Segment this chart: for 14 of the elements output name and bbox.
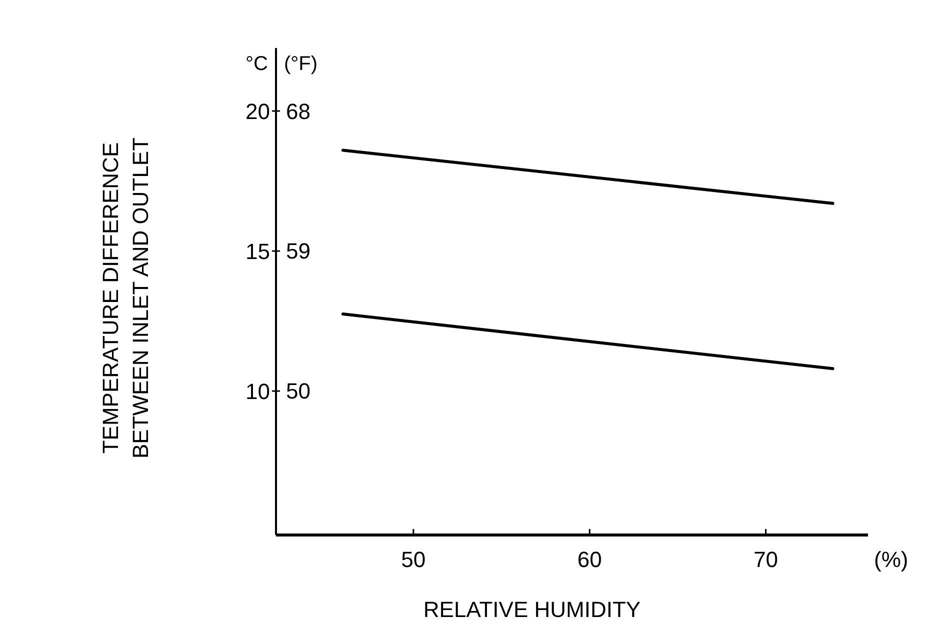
y-tick-label: 20 <box>246 99 270 124</box>
y-axis-title: TEMPERATURE DIFFERENCE BETWEEN INLET AND OUTLET <box>98 137 153 459</box>
x-tick-label: 70 <box>754 547 778 572</box>
y2-tick-label: 59 <box>286 238 310 264</box>
y2-tick-label: 68 <box>286 98 310 124</box>
y2-axis-title: (°F) <box>284 53 318 75</box>
x-tick-label: 50 <box>401 547 426 572</box>
x-axis-title: RELATIVE HUMIDITY <box>423 597 641 622</box>
x-tick-label: 60 <box>577 547 602 572</box>
y2-tick-label: 50 <box>286 378 310 404</box>
text: (%) <box>874 547 908 572</box>
text: °C <box>246 53 268 75</box>
y-tick-label: 15 <box>246 239 270 264</box>
y-tick-label: 10 <box>246 379 270 404</box>
